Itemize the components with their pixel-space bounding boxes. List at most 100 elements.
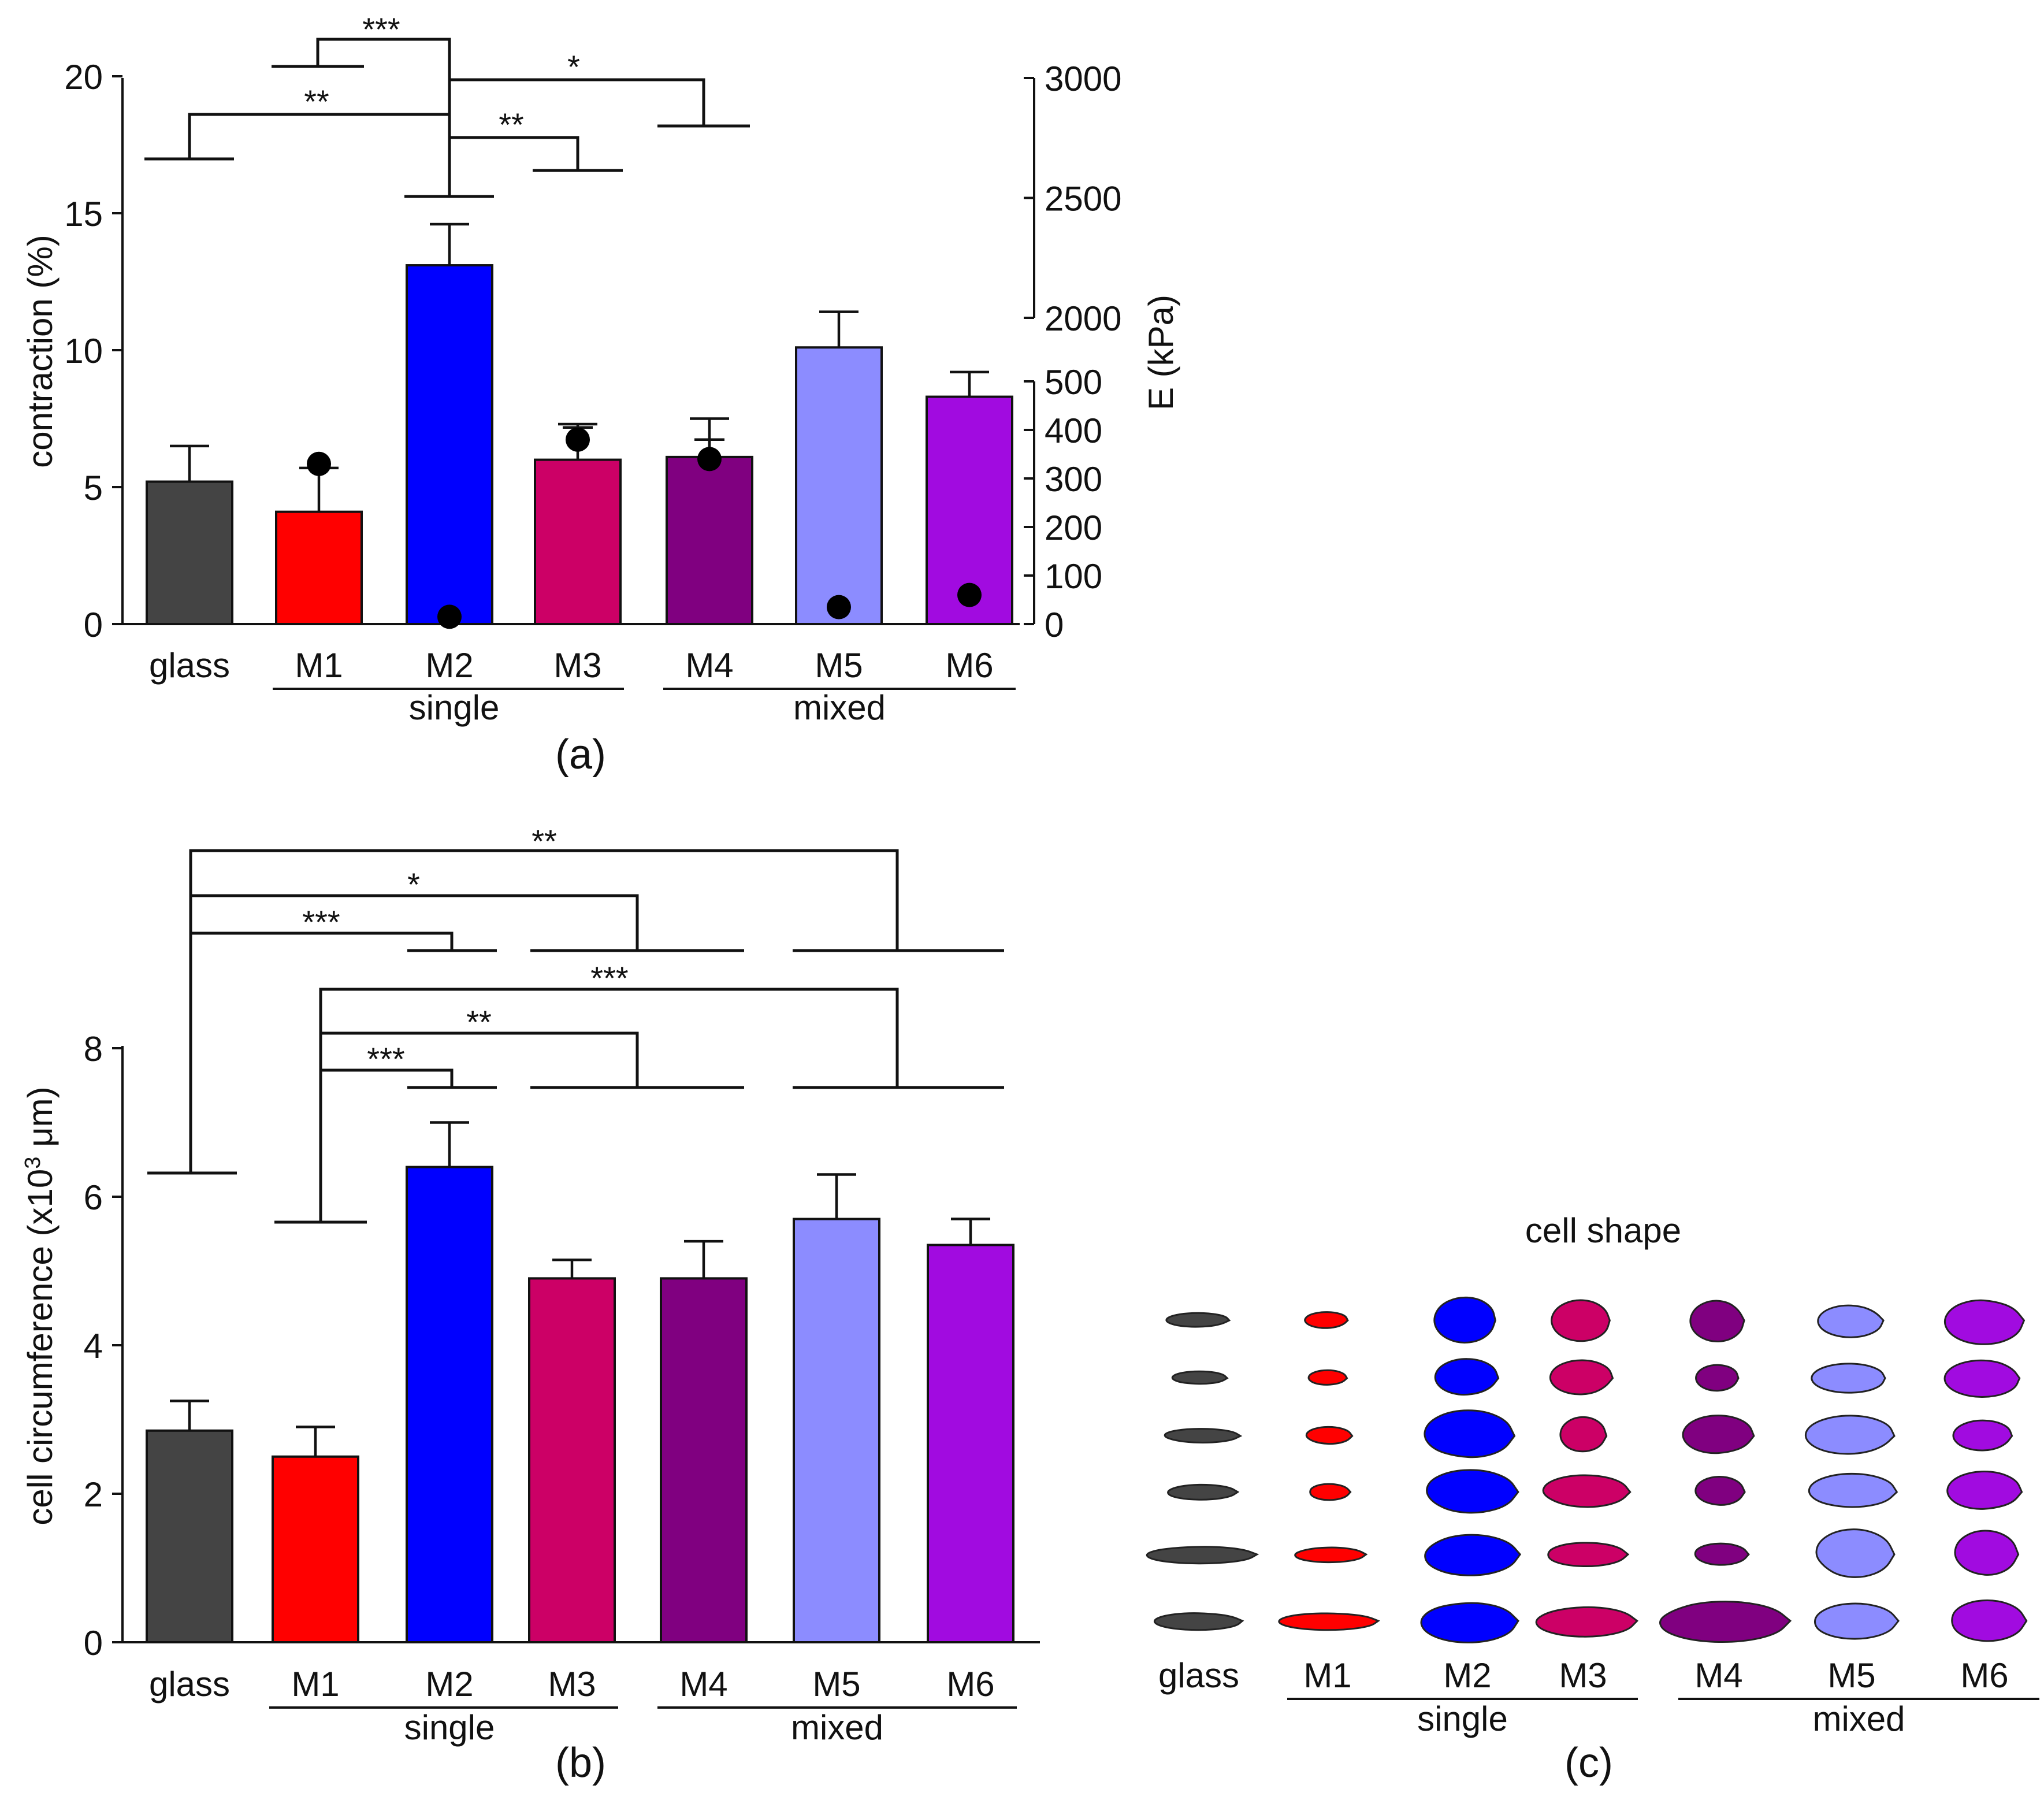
y-tick-label: 6 xyxy=(84,1178,103,1217)
group-label-mixed: mixed xyxy=(791,1708,883,1747)
sig-label: *** xyxy=(362,11,400,47)
sig-label: *** xyxy=(302,904,340,940)
y-axis-title-unit: μm) xyxy=(21,1086,60,1156)
e-modulus-point-M6 xyxy=(957,582,982,607)
shape-column-label: M1 xyxy=(1303,1656,1351,1695)
cell-shape-title: cell shape xyxy=(1525,1211,1681,1250)
y-tick-label: 8 xyxy=(84,1030,103,1068)
sig-bracket xyxy=(316,38,451,196)
sig-label: *** xyxy=(590,960,628,996)
cell-shape-M6 xyxy=(1954,1530,2020,1576)
bar-M5 xyxy=(795,346,883,625)
group-label-single: single xyxy=(409,688,500,727)
cell-shape-labels: glass M1 M2 M3 M4 M5 M6 single mixed xyxy=(1158,1656,2039,1738)
panel-b-circumference-chart: 0 2 4 6 8 cell circumference (x103 μm) glass M1… xyxy=(21,823,1040,1747)
cell-shape-M6 xyxy=(1952,1419,2013,1452)
sig-bracket xyxy=(189,849,899,1173)
cell-shape-M1 xyxy=(1278,1612,1380,1631)
cell-shape-M2 xyxy=(1426,1469,1519,1514)
cell-shape-M3 xyxy=(1551,1299,1611,1342)
shape-column-label: glass xyxy=(1158,1656,1239,1695)
y2-tick-label: 3000 xyxy=(1045,60,1121,98)
cell-shape-M4 xyxy=(1694,1542,1750,1566)
sig-bracket xyxy=(191,931,454,951)
sig-bracket xyxy=(319,988,899,1222)
cell-shape-M4 xyxy=(1659,1601,1792,1643)
y-tick-label: 0 xyxy=(84,1624,103,1662)
cell-shape-M2 xyxy=(1434,1358,1500,1396)
x-tick-label: M6 xyxy=(946,1665,994,1703)
y-axis-title-sup: 3 xyxy=(21,1157,45,1169)
cell-shape-M4 xyxy=(1695,1364,1740,1392)
cell-shape-M2 xyxy=(1433,1296,1496,1343)
y2-tick-label: 0 xyxy=(1045,606,1064,644)
cell-shape-M1 xyxy=(1305,1426,1354,1445)
group-label-mixed: mixed xyxy=(1812,1699,1905,1738)
cell-shape-M2 xyxy=(1424,1409,1516,1458)
cell-shape-M2 xyxy=(1420,1602,1519,1643)
sig-bracket xyxy=(449,78,705,126)
cell-shape-M1 xyxy=(1309,1483,1352,1501)
bar-M4 xyxy=(660,1277,748,1644)
bar-M1 xyxy=(275,510,363,625)
x-tick-label: M2 xyxy=(425,646,473,685)
x-tick-label: M3 xyxy=(553,646,601,685)
x-tick-label: M6 xyxy=(945,646,993,685)
sig-label: * xyxy=(407,866,420,903)
cell-shape-M1 xyxy=(1304,1311,1349,1329)
x-tick-label: M1 xyxy=(291,1665,339,1703)
cell-shape-glass xyxy=(1164,1428,1243,1443)
sig-label: ** xyxy=(532,823,557,859)
sig-label: *** xyxy=(367,1041,404,1077)
bar-M2 xyxy=(406,1166,493,1643)
y2-tick-label: 2500 xyxy=(1045,180,1121,218)
panel-label-c: (c) xyxy=(1564,1740,1613,1786)
group-label-single: single xyxy=(1417,1699,1508,1738)
y-axis-title: contraction (%) xyxy=(21,235,60,467)
cell-shape-M5 xyxy=(1808,1472,1898,1508)
cell-shape-M6 xyxy=(1943,1359,2021,1398)
sig-label: ** xyxy=(466,1004,492,1040)
cell-shape-grid xyxy=(1146,1296,2028,1643)
x-tick-label: M2 xyxy=(425,1665,473,1703)
sig-bracket xyxy=(321,1068,454,1088)
y-tick-label: 2 xyxy=(84,1475,103,1514)
cell-shape-M3 xyxy=(1549,1359,1614,1396)
y-tick-label: 0 xyxy=(84,606,103,644)
cell-shape-M5 xyxy=(1804,1415,1896,1455)
y2-tick-label: 2000 xyxy=(1045,299,1121,338)
cell-shape-glass xyxy=(1146,1546,1259,1565)
cell-shape-M5 xyxy=(1815,1528,1896,1578)
bar-M4 xyxy=(666,455,753,625)
x-tick-label: M1 xyxy=(295,646,343,685)
cell-shape-M6 xyxy=(1951,1599,2028,1642)
bar-glass xyxy=(146,480,233,626)
e-modulus-point-M1 xyxy=(307,451,331,476)
x-tick-label: M4 xyxy=(679,1665,727,1703)
cell-shape-M6 xyxy=(1943,1299,2026,1345)
cell-shape-M1 xyxy=(1307,1369,1348,1386)
cell-shape-M3 xyxy=(1547,1542,1630,1568)
panel-a-contraction-chart: 0 5 10 15 20 contraction (%) 0 100 200 300 400 500 2… xyxy=(21,11,1180,727)
bar-M5 xyxy=(793,1218,880,1644)
x-tick-label: M5 xyxy=(815,646,863,685)
cell-shape-glass xyxy=(1153,1612,1244,1631)
y2-tick-label: 100 xyxy=(1045,557,1102,596)
e-modulus-point-M3 xyxy=(566,427,590,452)
group-label-mixed: mixed xyxy=(793,688,886,727)
cell-shape-glass xyxy=(1165,1312,1231,1328)
bar-M3 xyxy=(534,458,622,625)
bar-M1 xyxy=(272,1455,359,1643)
y-tick-label: 20 xyxy=(64,58,103,97)
cell-shape-glass xyxy=(1167,1483,1240,1501)
sig-label: ** xyxy=(499,106,524,143)
shape-column-label: M3 xyxy=(1559,1656,1607,1695)
sig-bracket xyxy=(449,136,579,170)
e-modulus-point-M2 xyxy=(437,604,462,629)
y-tick-label: 5 xyxy=(84,469,103,507)
shape-column-label: M6 xyxy=(1960,1656,2008,1695)
sig-label: ** xyxy=(304,83,329,120)
y2-tick-label: 500 xyxy=(1045,363,1102,402)
y-tick-label: 10 xyxy=(64,332,103,370)
bar-M3 xyxy=(528,1277,616,1644)
